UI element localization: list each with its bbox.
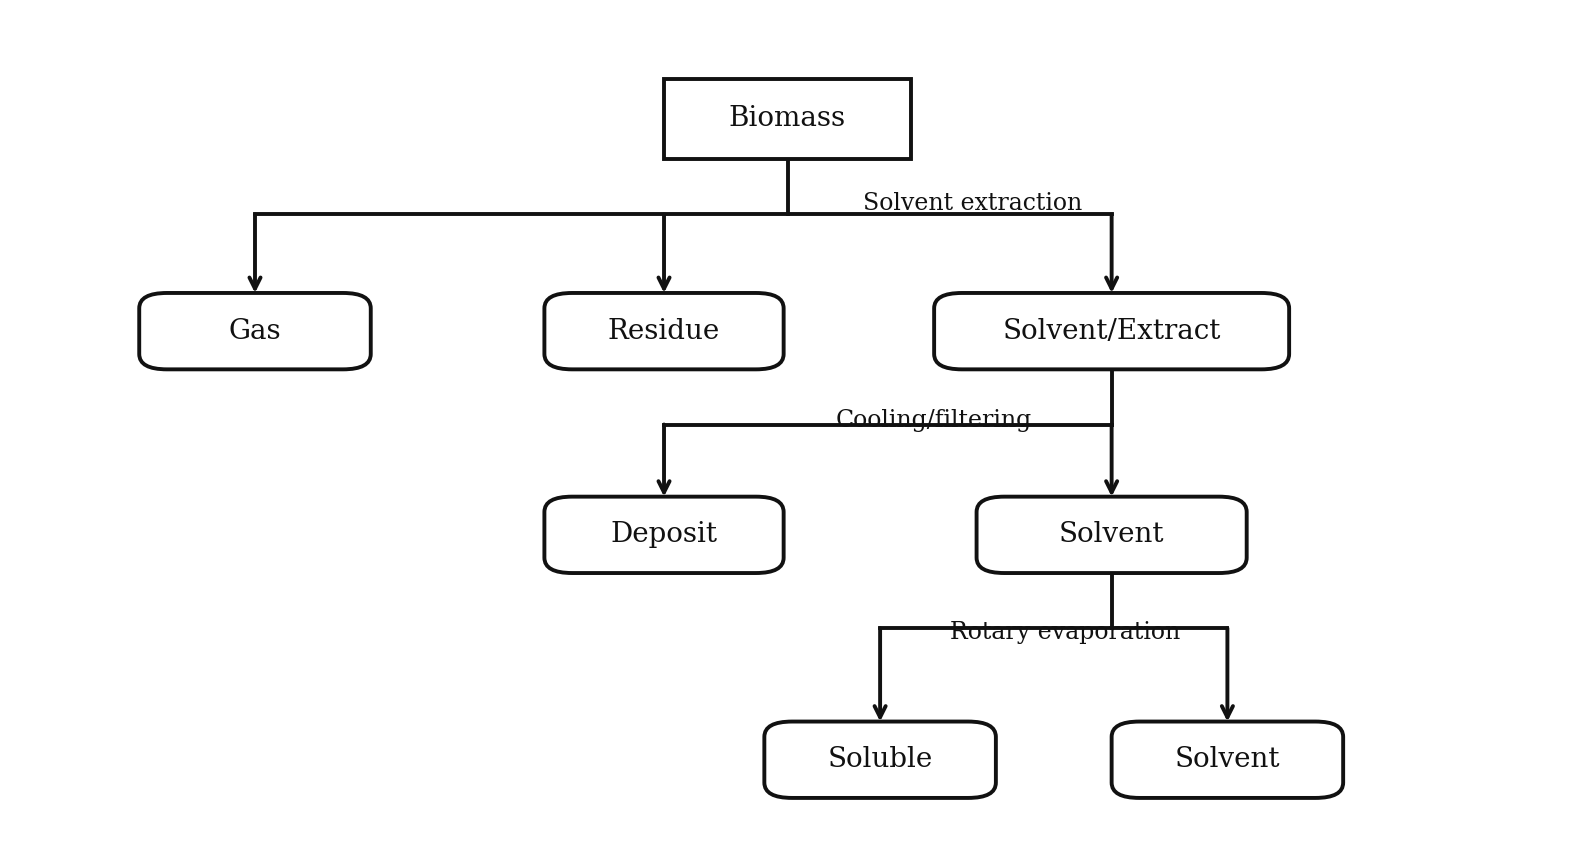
Text: Solvent extraction: Solvent extraction bbox=[863, 192, 1082, 216]
FancyBboxPatch shape bbox=[976, 496, 1247, 573]
Text: Solvent: Solvent bbox=[1058, 521, 1164, 548]
Text: Biomass: Biomass bbox=[729, 106, 846, 132]
FancyBboxPatch shape bbox=[1112, 721, 1343, 798]
Text: Solvent: Solvent bbox=[1175, 746, 1280, 773]
FancyBboxPatch shape bbox=[764, 721, 995, 798]
Text: Deposit: Deposit bbox=[611, 521, 718, 548]
Text: Residue: Residue bbox=[608, 318, 720, 345]
FancyBboxPatch shape bbox=[545, 496, 784, 573]
FancyBboxPatch shape bbox=[139, 293, 370, 369]
FancyBboxPatch shape bbox=[934, 293, 1288, 369]
FancyBboxPatch shape bbox=[545, 293, 784, 369]
Text: Gas: Gas bbox=[228, 318, 282, 345]
Text: Solvent/Extract: Solvent/Extract bbox=[1002, 318, 1221, 345]
Text: Soluble: Soluble bbox=[827, 746, 932, 773]
Text: Cooling/filtering: Cooling/filtering bbox=[836, 409, 1032, 432]
Text: Rotary evaporation: Rotary evaporation bbox=[950, 621, 1180, 644]
FancyBboxPatch shape bbox=[665, 79, 910, 159]
